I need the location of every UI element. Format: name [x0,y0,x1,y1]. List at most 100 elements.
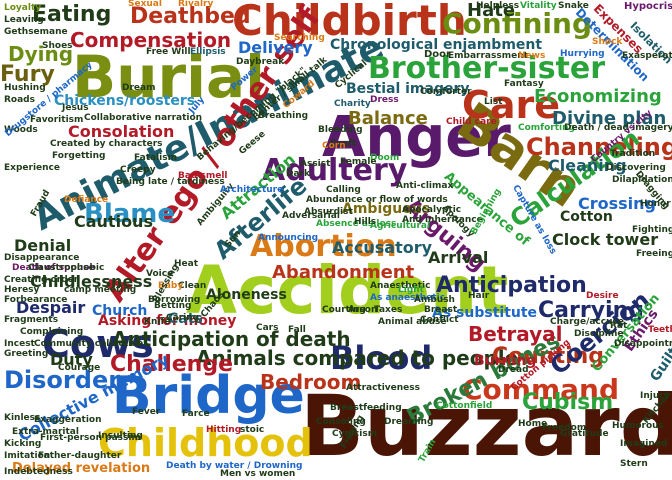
word: Fall [288,325,306,335]
word: Dress [370,95,399,105]
word: Gratitude [560,429,609,439]
word: Balance [348,108,428,129]
word: Created by characters [50,139,163,149]
word: Men vs women [220,469,296,479]
word: Church [92,303,148,319]
word: Fury [0,62,55,87]
word: Honor [640,199,671,209]
word: Cats [168,311,203,327]
word: Kicking [4,439,42,449]
word: Agricultural [370,221,431,231]
word: Knife [144,317,171,327]
word: Abandonment [272,262,415,283]
word: Stern [620,459,648,469]
word: Rat [610,321,628,331]
word: Indebtedness [4,467,73,477]
word: Female [340,157,377,167]
word: Betrayal [468,322,563,346]
word: Defiance [64,195,109,205]
word: Despair [16,298,86,317]
word: Draft [330,139,357,149]
word: Command [462,373,620,406]
word: Insulting [98,431,143,441]
word: Death by water / Drowning [166,461,303,471]
word: Hitting [206,425,242,435]
word: Economizing [534,86,662,107]
word: First-person passim [40,433,141,443]
word: Dilapidation [612,175,672,185]
word: Clock tower [552,230,659,249]
word: Cautious [74,212,153,231]
word: Animals compared to people [196,346,519,370]
word: Carrying [538,298,644,323]
word: Confining [442,7,592,40]
word: Exasperation [622,51,672,61]
word: Abortion [250,229,397,264]
word: Asking for money [98,313,237,329]
word: Anger [322,105,511,170]
word: Bestial imagery [346,81,470,97]
word: Exaggeration [34,415,102,425]
word: Imitation [4,451,51,461]
word: Chronological enjambment [330,37,543,53]
word: List [484,97,503,107]
word: Conflict [420,315,459,325]
word: Community collective [34,339,144,349]
word: Desire [586,291,619,301]
word: Absence as loss [316,219,397,229]
word: Counting [492,344,605,369]
word: Complaining [20,327,84,337]
word: Courting [322,305,366,315]
word: Childbirth [232,0,467,45]
word: Hypocrisy [624,1,672,12]
word: Dreaming [384,417,434,427]
word: News [518,51,546,61]
word: Loyalty [4,3,42,13]
word: Anaesthetic [370,281,431,291]
word: Brother-sister [368,51,606,86]
word: Hate [467,0,516,21]
word: Voice [146,269,174,279]
word: Adversarial [282,211,340,221]
word: Breathing [258,111,309,121]
word: Being late / tardiness [116,177,225,187]
word: Arson [348,305,378,315]
word: Freedom [542,423,587,433]
word: Daybreak [236,57,285,67]
word: And inheritance [402,215,483,225]
word: Incest [4,339,35,349]
word: Compensation [70,28,232,52]
word: Vitality [520,1,557,11]
word: Snake [558,1,589,11]
word: Searching [274,33,325,43]
word: Betting [154,301,192,311]
word: Anticipation [436,273,587,298]
word: Disorder [4,366,121,394]
word: Forgetting [52,151,106,161]
word: Claustrophobic [28,263,105,273]
word: Aloneness [206,287,287,303]
word: Injury [640,391,670,401]
word: Charge/accuse [550,317,624,327]
word: Death of spouse [12,263,95,273]
word: Father-daughter [38,451,122,461]
word: Ambush [414,295,455,305]
word: Cynicism [332,429,378,439]
word: Kinless [4,413,41,423]
word: Clean [178,281,207,291]
word: Abundance or flow of words [306,195,448,205]
word: Hushing [4,83,46,93]
word: Architecture [220,185,284,195]
word: Humorous [612,421,664,431]
word: Accident [186,252,509,329]
word: Roads [4,95,35,105]
word: Buzzards [300,377,672,475]
word: Gethsemane [4,27,68,37]
word: Cleaning [548,156,627,175]
word: Breastfeeding [330,403,402,413]
word: Anticipation of death [112,327,351,351]
word: Light [398,285,424,295]
word: Denial [14,236,72,255]
word: Hair [468,291,490,301]
